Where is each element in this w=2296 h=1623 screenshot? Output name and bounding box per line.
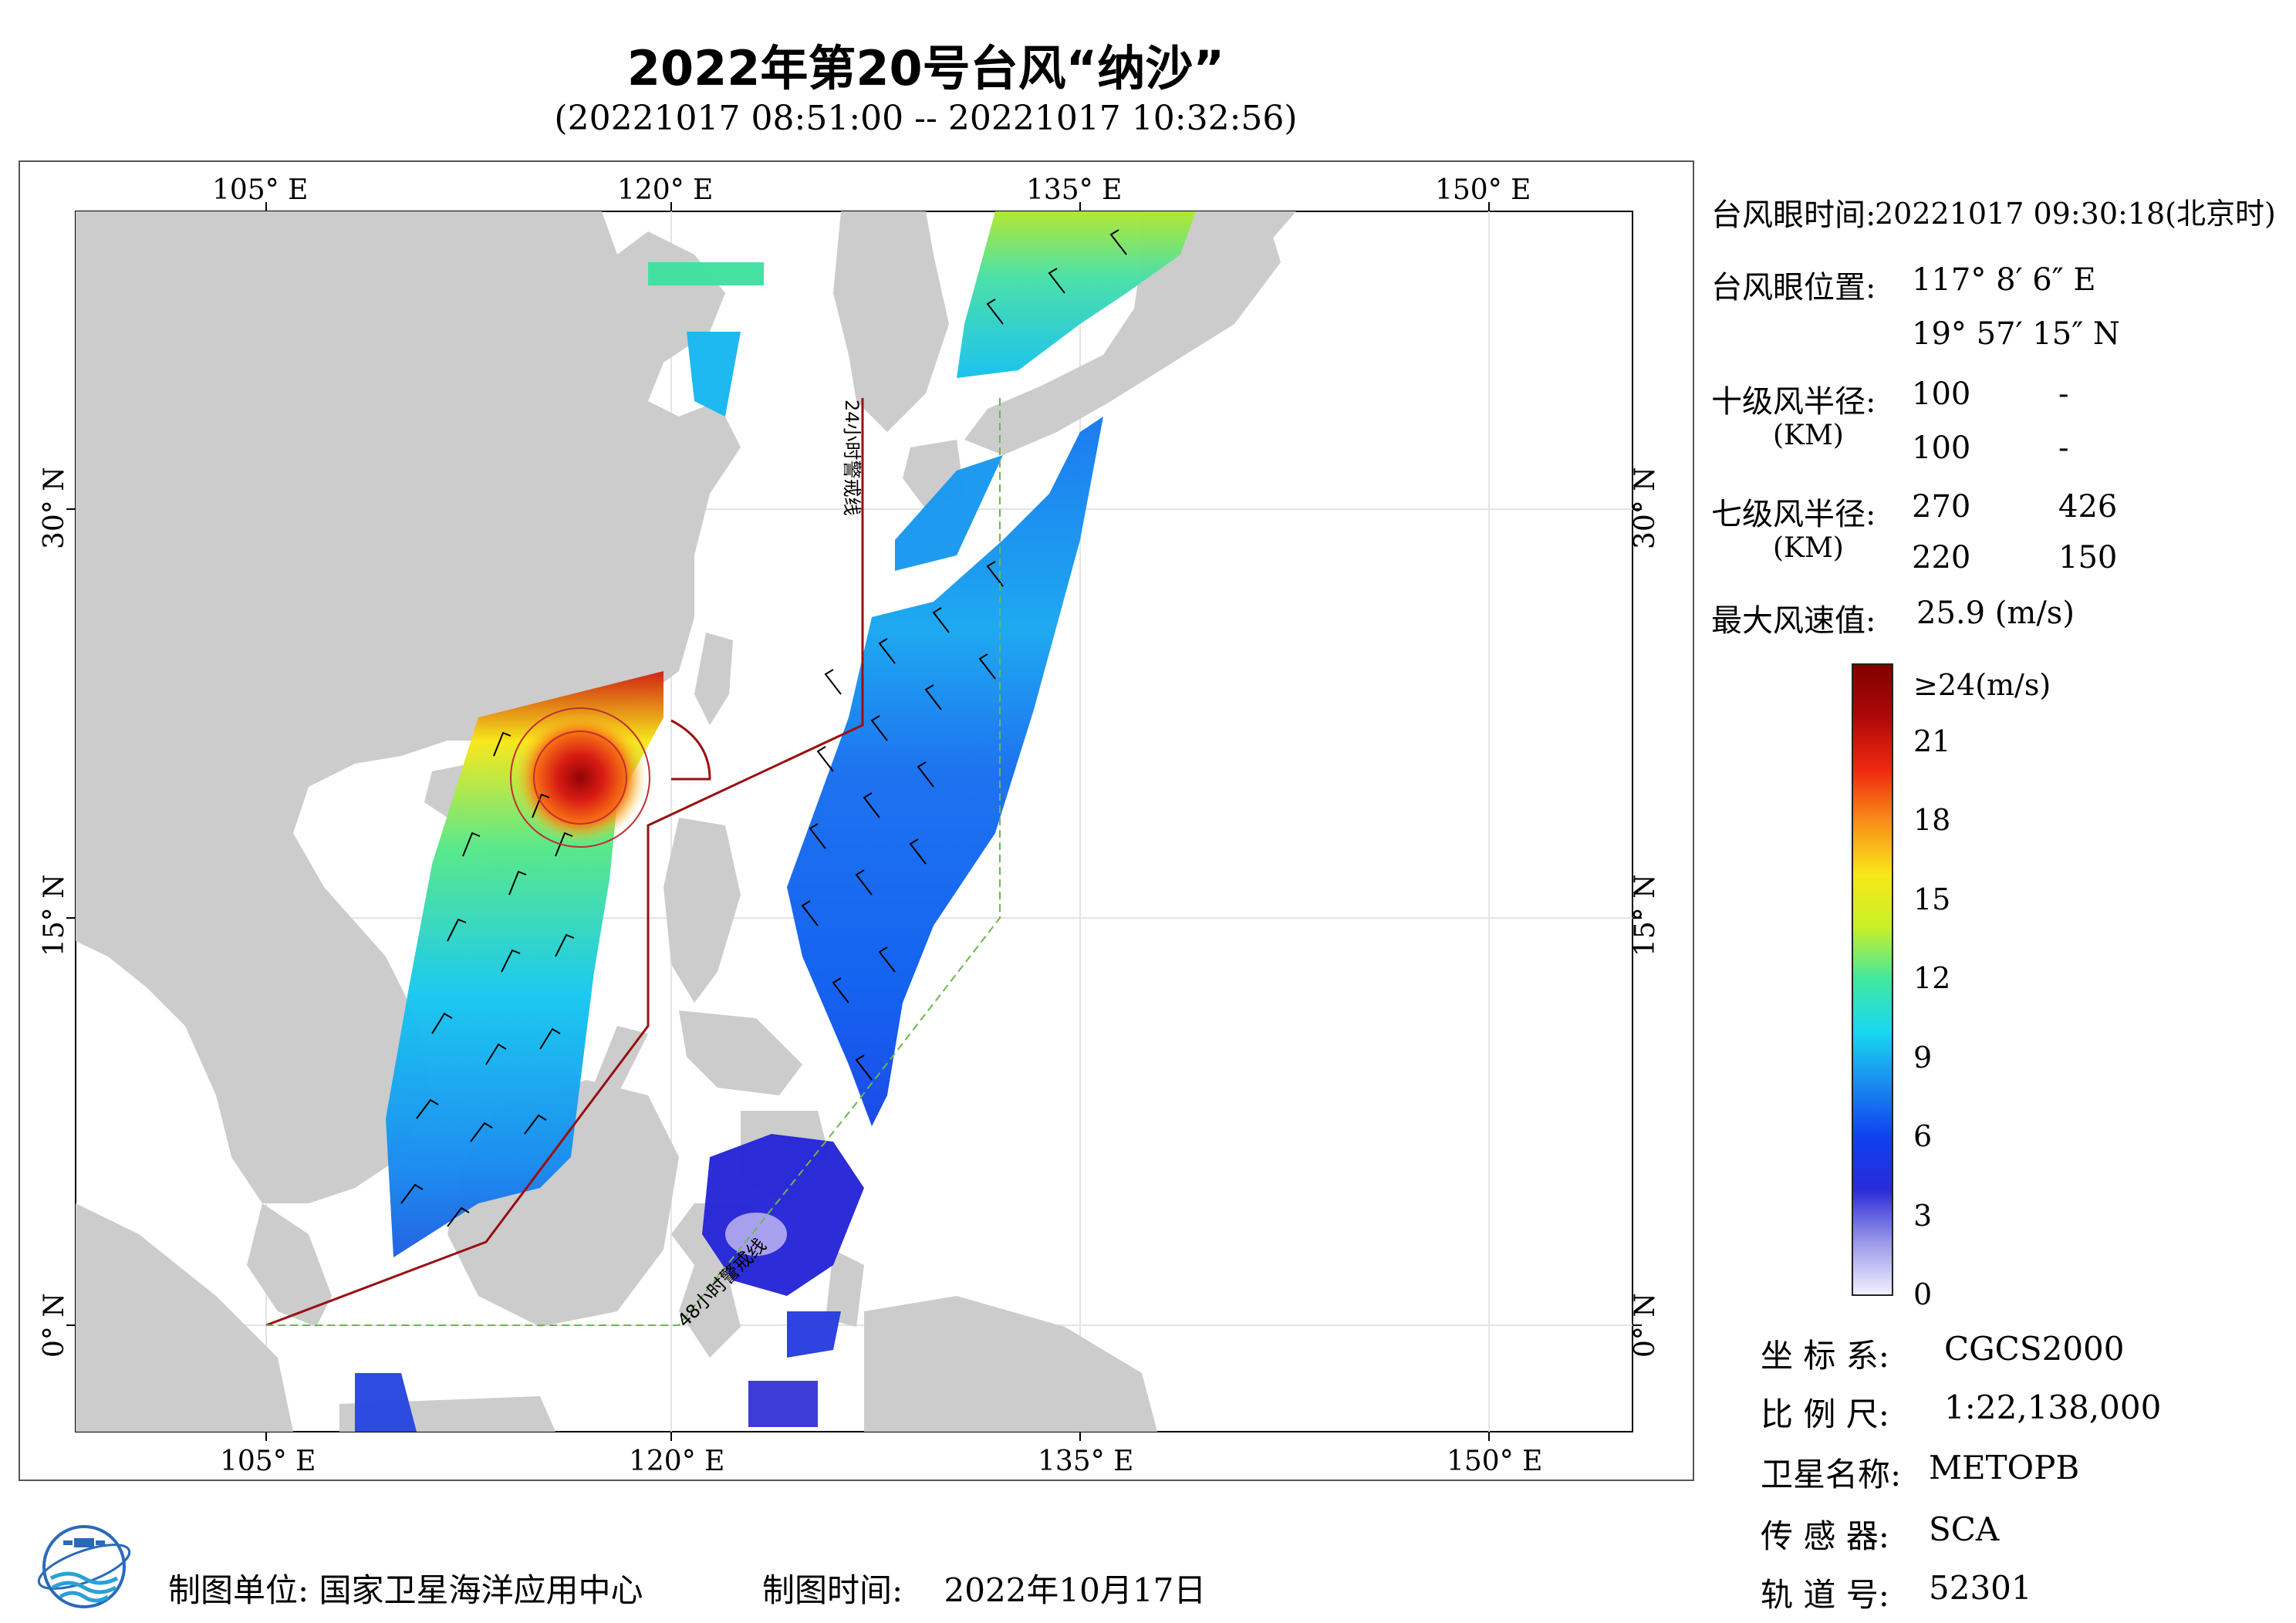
eye-time-value: 20221017 09:30:18(北京时) bbox=[1875, 197, 2276, 231]
lat-right-15: 15° N bbox=[1629, 874, 1661, 957]
land-visayas bbox=[679, 1011, 802, 1095]
sensor-label: 传 感 器: bbox=[1761, 1517, 1889, 1555]
lat-left-15: 15° N bbox=[39, 874, 70, 957]
r10-row1-b: - bbox=[2058, 376, 2069, 412]
land-asia-mainland bbox=[76, 211, 741, 1203]
land-taiwan bbox=[694, 633, 733, 725]
swath-banda bbox=[748, 1381, 818, 1427]
colorbar-unit: ≥24(m/s) bbox=[1913, 668, 2051, 702]
wind-radius-circles bbox=[510, 707, 650, 848]
swath-bohai bbox=[648, 262, 764, 285]
nsoas-logo bbox=[37, 1525, 131, 1608]
land-moluccas bbox=[826, 1250, 864, 1327]
land-sumatra bbox=[76, 1203, 293, 1432]
r7-unit: (KM) bbox=[1773, 532, 1844, 564]
land-luzon bbox=[663, 818, 741, 1003]
eye-position-label: 台风眼位置: bbox=[1711, 270, 1876, 305]
r7-row1-a: 270 bbox=[1912, 489, 1971, 525]
lat-left-30: 30° N bbox=[39, 467, 70, 549]
r10-row1-a: 100 bbox=[1912, 376, 1971, 412]
warning-24h-label: 24小时警戒线 bbox=[841, 400, 863, 516]
lon-top-120: 120° E bbox=[617, 174, 713, 206]
lon-bottom-120: 120° E bbox=[629, 1446, 724, 1477]
lon-top-150: 150° E bbox=[1435, 174, 1531, 206]
swath-east bbox=[787, 417, 1103, 1126]
footer-date: 制图时间: 2022年10月17日 bbox=[762, 1564, 1206, 1611]
colorbar-tick: 3 bbox=[1913, 1198, 1933, 1233]
colorbar-tick: 9 bbox=[1913, 1040, 1933, 1075]
eye-position-lon: 117° 8′ 6″ E bbox=[1912, 262, 2096, 298]
map-content bbox=[76, 211, 1633, 1432]
footer-producer-value: 国家卫星海洋应用中心 bbox=[319, 1571, 643, 1609]
satellite-value: METOPB bbox=[1929, 1449, 2080, 1486]
colorbar-tick: 0 bbox=[1913, 1277, 1933, 1311]
footer-producer-label: 制图单位: bbox=[168, 1571, 309, 1609]
orbit-value: 52301 bbox=[1929, 1569, 2032, 1607]
swath-sulu-calm bbox=[725, 1213, 787, 1256]
max-wind-label: 最大风速值: bbox=[1711, 603, 1876, 639]
max-wind-value: 25.9 (m/s) bbox=[1916, 596, 2075, 631]
lat-right-0: 0° N bbox=[1629, 1293, 1661, 1358]
colorbar-tick: 6 bbox=[1913, 1119, 1933, 1153]
lon-bottom-150: 150° E bbox=[1447, 1446, 1542, 1477]
lon-top-135: 135° E bbox=[1026, 174, 1122, 206]
r10-row2-a: 100 bbox=[1912, 430, 1971, 466]
r7-label: 七级风半径: bbox=[1711, 497, 1876, 532]
coord-system-label: 坐 标 系: bbox=[1761, 1337, 1889, 1375]
page-title: 2022年第20号台风“纳沙” bbox=[626, 40, 1225, 96]
satellite-label: 卫星名称: bbox=[1761, 1456, 1902, 1493]
colorbar-tick: 21 bbox=[1913, 724, 1951, 758]
footer-date-label: 制图时间: bbox=[762, 1571, 903, 1609]
swath-celebes bbox=[787, 1311, 841, 1358]
coord-system-value: CGCS2000 bbox=[1944, 1330, 2125, 1368]
r10-unit: (KM) bbox=[1773, 420, 1844, 451]
wind-barbs bbox=[400, 229, 1127, 1227]
lat-right-30: 30° N bbox=[1629, 467, 1661, 549]
swath-sulu bbox=[702, 1134, 864, 1296]
footer-date-value: 2022年10月17日 bbox=[944, 1571, 1207, 1609]
colorbar-tick: 18 bbox=[1913, 803, 1951, 837]
r10-row2-b: - bbox=[2058, 430, 2069, 466]
sensor-value: SCA bbox=[1929, 1510, 2000, 1548]
r7-row2-a: 220 bbox=[1912, 540, 1971, 575]
footer-producer: 制图单位: 国家卫星海洋应用中心 bbox=[168, 1564, 643, 1611]
swath-yellow-sea bbox=[687, 332, 741, 417]
r7-row2-b: 150 bbox=[2058, 540, 2118, 575]
lat-left-0: 0° N bbox=[39, 1293, 70, 1358]
map-frame bbox=[19, 160, 1694, 1481]
orbit-label: 轨 道 号: bbox=[1761, 1576, 1889, 1614]
eye-position-lat: 19° 57′ 15″ N bbox=[1912, 316, 2120, 352]
wind-speed-colorbar bbox=[1852, 663, 1893, 1296]
land-new-guinea bbox=[864, 1296, 1157, 1432]
land-japan-hokkaido bbox=[1204, 211, 1296, 247]
warning-line-24h bbox=[265, 398, 864, 1327]
lon-bottom-105: 105° E bbox=[220, 1446, 316, 1477]
colorbar-tick: 12 bbox=[1913, 961, 1951, 995]
eye-time-label: 台风眼时间: bbox=[1711, 197, 1876, 233]
warning-line-48h bbox=[266, 398, 1001, 1326]
land-japan-honshu bbox=[964, 211, 1281, 455]
swath-east-north bbox=[895, 455, 1003, 571]
scale-value: 1:22,138,000 bbox=[1944, 1388, 2162, 1426]
land bbox=[76, 211, 1296, 1432]
land-korea bbox=[833, 211, 949, 432]
land-malay bbox=[247, 1203, 332, 1327]
lon-bottom-135: 135° E bbox=[1038, 1446, 1133, 1477]
scale-label: 比 例 尺: bbox=[1761, 1395, 1889, 1433]
r10-label: 十级风半径: bbox=[1711, 384, 1876, 420]
swath-java-sea bbox=[355, 1373, 417, 1432]
axis-ticks bbox=[66, 202, 1642, 1441]
lon-top-105: 105° E bbox=[212, 174, 308, 206]
colorbar-tick: 15 bbox=[1913, 882, 1951, 916]
page-subtitle: (20221017 08:51:00 -- 20221017 10:32:56) bbox=[554, 99, 1298, 138]
r7-row1-b: 426 bbox=[2058, 489, 2118, 525]
swath-northeast bbox=[957, 211, 1196, 378]
